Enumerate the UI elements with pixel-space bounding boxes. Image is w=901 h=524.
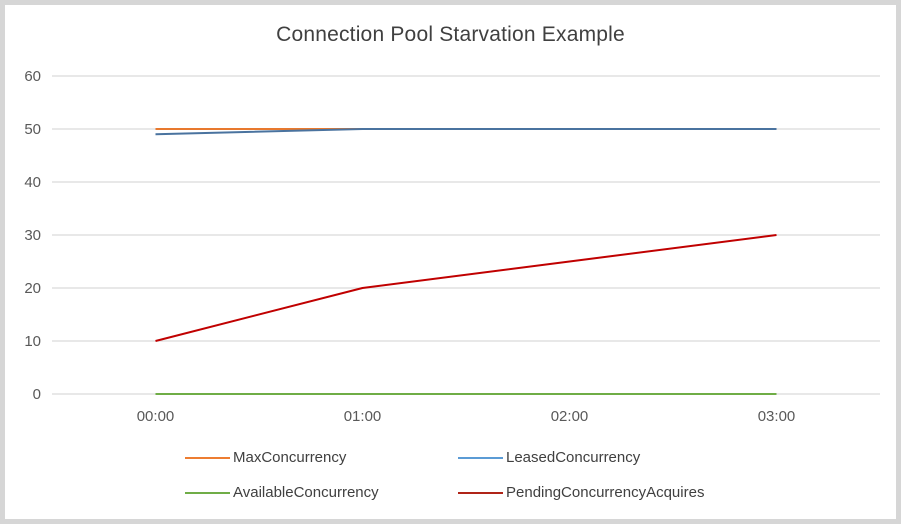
legend-item-availableconcurrency: AvailableConcurrency: [185, 484, 458, 501]
legend-line-swatch-icon: [458, 491, 503, 494]
x-axis-label: 01:00: [344, 408, 382, 425]
y-axis-tick-label: 50: [24, 121, 41, 138]
legend-line-swatch-icon: [185, 491, 230, 494]
y-axis-tick-label: 30: [24, 227, 41, 244]
series-line-leasedconcurrency: [155, 128, 777, 136]
legend-line-swatch-icon: [185, 456, 230, 459]
legend-label: MaxConcurrency: [233, 449, 347, 466]
legend-item-maxconcurrency: MaxConcurrency: [185, 449, 458, 466]
y-axis-tick-label: 10: [24, 333, 41, 350]
x-axis-label: 00:00: [137, 408, 175, 425]
legend-label: AvailableConcurrency: [233, 484, 379, 501]
y-axis-tick-label: 0: [33, 386, 41, 403]
legend: MaxConcurrency LeasedConcurrency Available…: [185, 440, 704, 510]
legend-item-leasedconcurrency: LeasedConcurrency: [458, 449, 704, 466]
y-axis-tick-label: 60: [24, 68, 41, 85]
chart-background: [5, 5, 896, 519]
legend-item-pendingconcurrencyacquires: PendingConcurrencyAcquires: [458, 484, 704, 501]
y-axis-tick-label: 40: [24, 174, 41, 191]
y-axis-tick-label: 20: [24, 280, 41, 297]
x-axis-label: 03:00: [758, 408, 796, 425]
series-line-pendingconcurrencyacquires: [155, 234, 777, 342]
legend-label: LeasedConcurrency: [506, 449, 641, 466]
legend-label: PendingConcurrencyAcquires: [506, 484, 705, 501]
x-axis-label: 02:00: [551, 408, 589, 425]
legend-line-swatch-icon: [458, 456, 503, 459]
chart-title: Connection Pool Starvation Example: [276, 23, 625, 46]
